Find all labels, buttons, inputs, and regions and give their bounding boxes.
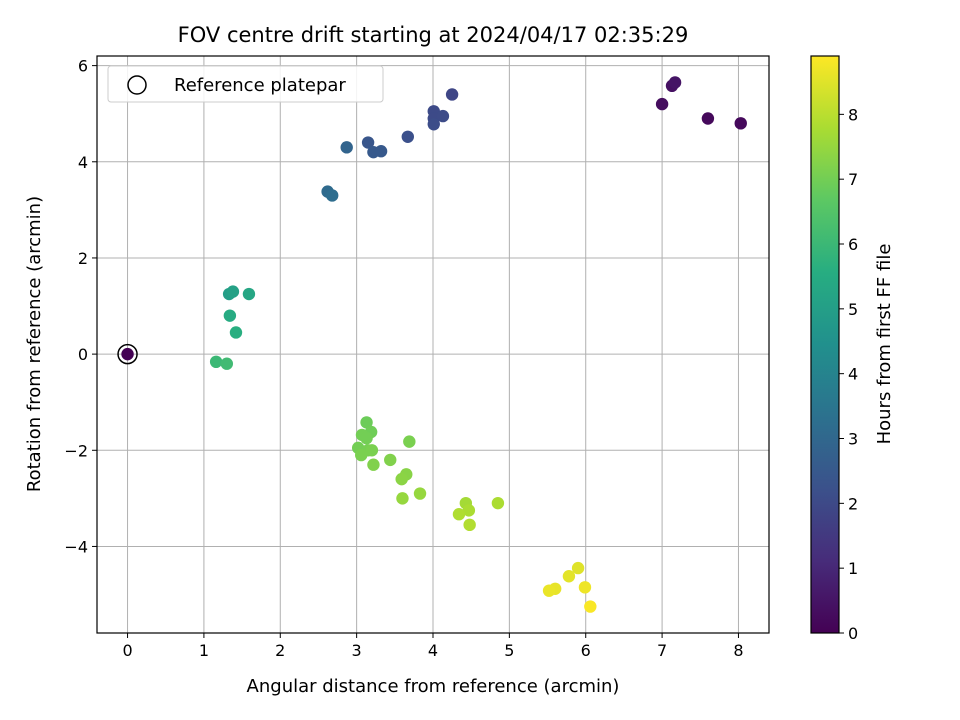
y-tick-label: −2 xyxy=(64,441,88,460)
data-point xyxy=(701,112,715,125)
data-point xyxy=(491,496,505,510)
data-point xyxy=(340,141,353,154)
x-tick-label: 7 xyxy=(657,641,667,660)
colorbar-gradient xyxy=(810,55,840,634)
data-point xyxy=(209,355,223,369)
data-point xyxy=(226,285,240,298)
data-point xyxy=(374,145,388,158)
data-point xyxy=(384,453,397,467)
reference-marker-group xyxy=(117,343,138,365)
data-point xyxy=(365,444,379,457)
x-axis-label: Angular distance from reference (arcmin) xyxy=(247,676,620,697)
x-tick-label: 4 xyxy=(428,641,438,660)
y-tick-label: 6 xyxy=(78,57,88,76)
data-point xyxy=(452,508,466,521)
data-point xyxy=(668,76,682,89)
data-point xyxy=(121,347,134,361)
data-point xyxy=(462,504,476,517)
x-tick-label: 6 xyxy=(581,641,591,660)
data-point xyxy=(360,432,373,445)
data-point xyxy=(427,118,440,131)
x-tick-labels: 0 1 2 3 4 5 6 7 8 xyxy=(122,641,743,660)
legend-entry-label: Reference platepar xyxy=(174,75,346,96)
colorbar-ticks: 0 1 2 3 4 5 6 7 8 xyxy=(839,105,858,643)
data-point xyxy=(326,189,339,202)
y-tick-label: −4 xyxy=(64,537,88,556)
plot-frame xyxy=(96,55,770,634)
colorbar: 0 1 2 3 4 5 6 7 8 Hours from first FF file xyxy=(810,55,895,643)
x-tick-label: 2 xyxy=(275,641,285,660)
data-point xyxy=(403,435,416,448)
y-tick-labels: −4 −2 0 2 4 6 xyxy=(64,57,88,557)
data-point xyxy=(655,97,669,111)
data-point xyxy=(445,88,459,101)
data-point xyxy=(395,472,408,486)
x-tick-label: 0 xyxy=(122,641,132,660)
colorbar-tick-label: 0 xyxy=(848,624,858,643)
colorbar-label: Hours from first FF file xyxy=(874,244,895,445)
data-point xyxy=(562,570,576,583)
data-point xyxy=(355,448,368,462)
data-point xyxy=(242,287,256,301)
colorbar-tick-label: 6 xyxy=(848,235,858,254)
grid-lines xyxy=(92,56,769,638)
data-point xyxy=(571,561,585,575)
data-point xyxy=(463,518,476,532)
data-point xyxy=(413,487,427,500)
chart-title: FOV centre drift starting at 2024/04/17 … xyxy=(178,23,689,47)
colorbar-tick-label: 7 xyxy=(848,170,858,189)
data-point xyxy=(396,492,409,505)
data-points xyxy=(121,76,747,613)
data-point xyxy=(361,136,375,149)
data-point xyxy=(401,130,414,143)
x-tick-label: 3 xyxy=(352,641,362,660)
y-axis-label: Rotation from reference (arcmin) xyxy=(24,196,45,492)
data-point xyxy=(734,117,747,130)
y-tick-label: 2 xyxy=(78,249,88,268)
colorbar-tick-label: 5 xyxy=(848,300,858,319)
data-point xyxy=(578,581,592,594)
x-tick-label: 1 xyxy=(199,641,209,660)
colorbar-tick-label: 2 xyxy=(848,494,858,513)
colorbar-tick-label: 3 xyxy=(848,430,858,449)
legend-box xyxy=(107,65,384,103)
colorbar-tick-label: 1 xyxy=(848,559,858,578)
x-tick-label: 8 xyxy=(733,641,743,660)
colorbar-tick-label: 8 xyxy=(848,105,858,124)
data-point xyxy=(223,309,237,322)
colorbar-tick-label: 4 xyxy=(848,365,858,384)
x-tick-label: 5 xyxy=(504,641,514,660)
data-point xyxy=(367,458,380,471)
y-tick-label: 4 xyxy=(78,153,88,172)
data-point xyxy=(229,326,243,339)
data-point xyxy=(360,416,373,429)
y-tick-label: 0 xyxy=(78,345,88,364)
data-point xyxy=(584,600,597,613)
data-point xyxy=(220,357,234,370)
data-point xyxy=(542,584,556,597)
legend: Reference platepar xyxy=(107,65,384,103)
legend-open-circle-icon xyxy=(127,75,147,95)
reference-platepar-marker xyxy=(117,343,138,365)
data-point xyxy=(436,109,450,123)
